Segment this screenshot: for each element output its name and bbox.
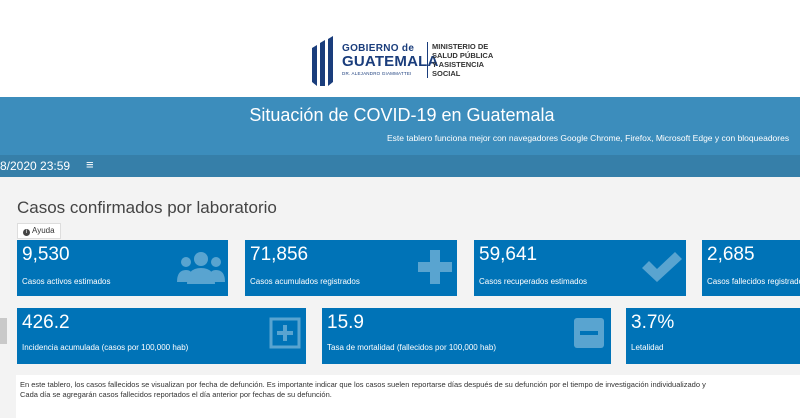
hamburger-icon[interactable]: ≡ <box>86 157 94 172</box>
stat-value: 3.7% <box>631 312 675 333</box>
plus-icon <box>418 250 452 284</box>
stat-label: Casos acumulados registrados <box>250 277 360 286</box>
stat-box-incidence: 426.2 Incidencia acumulada (casos por 10… <box>17 308 306 364</box>
stat-box-lethality: 3.7% Letalidad <box>626 308 800 364</box>
logo-president-text: DR. ALEJANDRO GIAMMATTEI <box>342 71 412 76</box>
stat-label: Casos recuperados estimados <box>479 277 588 286</box>
title-banner: Situación de COVID-19 en Guatemala Este … <box>0 97 800 155</box>
update-datetime: 8/2020 23:59 <box>0 159 71 173</box>
section-title: Casos confirmados por laboratorio <box>17 198 277 217</box>
deaths-note: En este tablero, los casos fallecidos se… <box>16 375 800 418</box>
ministry-line-3: Y ASISTENCIA <box>432 60 485 69</box>
stat-box-mortality: 15.9 Tasa de mortalidad (fallecidos por … <box>322 308 611 364</box>
stat-value: 71,856 <box>250 244 309 265</box>
logo-gobierno-text: GOBIERNO de <box>342 43 415 54</box>
page-title: Situación de COVID-19 en Guatemala <box>249 105 555 125</box>
top-navbar: 8/2020 23:59 ≡ <box>0 155 800 177</box>
stat-label: Tasa de mortalidad (fallecidos por 100,0… <box>327 343 496 352</box>
users-icon <box>177 252 225 284</box>
browser-notice: Este tablero funciona mejor con navegado… <box>387 133 790 143</box>
note-line-1: En este tablero, los casos fallecidos se… <box>20 380 706 389</box>
stat-value: 59,641 <box>479 244 538 265</box>
government-logo: GOBIERNO de GUATEMALA DR. ALEJANDRO GIAM… <box>308 36 508 88</box>
stat-label: Incidencia acumulada (casos por 100,000 … <box>22 343 189 352</box>
stat-label: Casos fallecidos registrados <box>707 277 800 286</box>
stat-value: 426.2 <box>22 312 70 333</box>
ministry-line-2: SALUD PÚBLICA <box>432 51 494 60</box>
guatemala-flag-icon <box>312 36 333 86</box>
check-icon <box>642 252 682 282</box>
ministry-line-4: SOCIAL <box>432 69 461 78</box>
ministry-line-1: MINISTERIO DE <box>432 42 489 51</box>
plus-square-icon <box>269 317 301 349</box>
help-label: Ayuda <box>32 226 55 235</box>
info-icon: i <box>23 229 30 236</box>
note-line-2: Cada día se agregarán casos fallecidos r… <box>20 390 332 399</box>
stat-value: 15.9 <box>327 312 364 333</box>
stat-box-active: 9,530 Casos activos estimados <box>17 240 228 296</box>
logo-divider <box>427 42 428 78</box>
stat-box-accumulated: 71,856 Casos acumulados registrados <box>245 240 457 296</box>
stat-box-deceased: 2,685 Casos fallecidos registrados <box>702 240 800 296</box>
stat-label: Casos activos estimados <box>22 277 111 286</box>
stat-value: 2,685 <box>707 244 755 265</box>
stat-value: 9,530 <box>22 244 70 265</box>
stat-box-recovered: 59,641 Casos recuperados estimados <box>474 240 686 296</box>
help-button[interactable]: i Ayuda <box>17 223 61 239</box>
scrollbar-handle[interactable] <box>0 318 7 344</box>
minus-square-icon <box>574 318 604 348</box>
header-logo-area: GOBIERNO de GUATEMALA DR. ALEJANDRO GIAM… <box>0 0 800 97</box>
stat-label: Letalidad <box>631 343 664 352</box>
logo-guatemala-text: GUATEMALA <box>342 53 439 70</box>
